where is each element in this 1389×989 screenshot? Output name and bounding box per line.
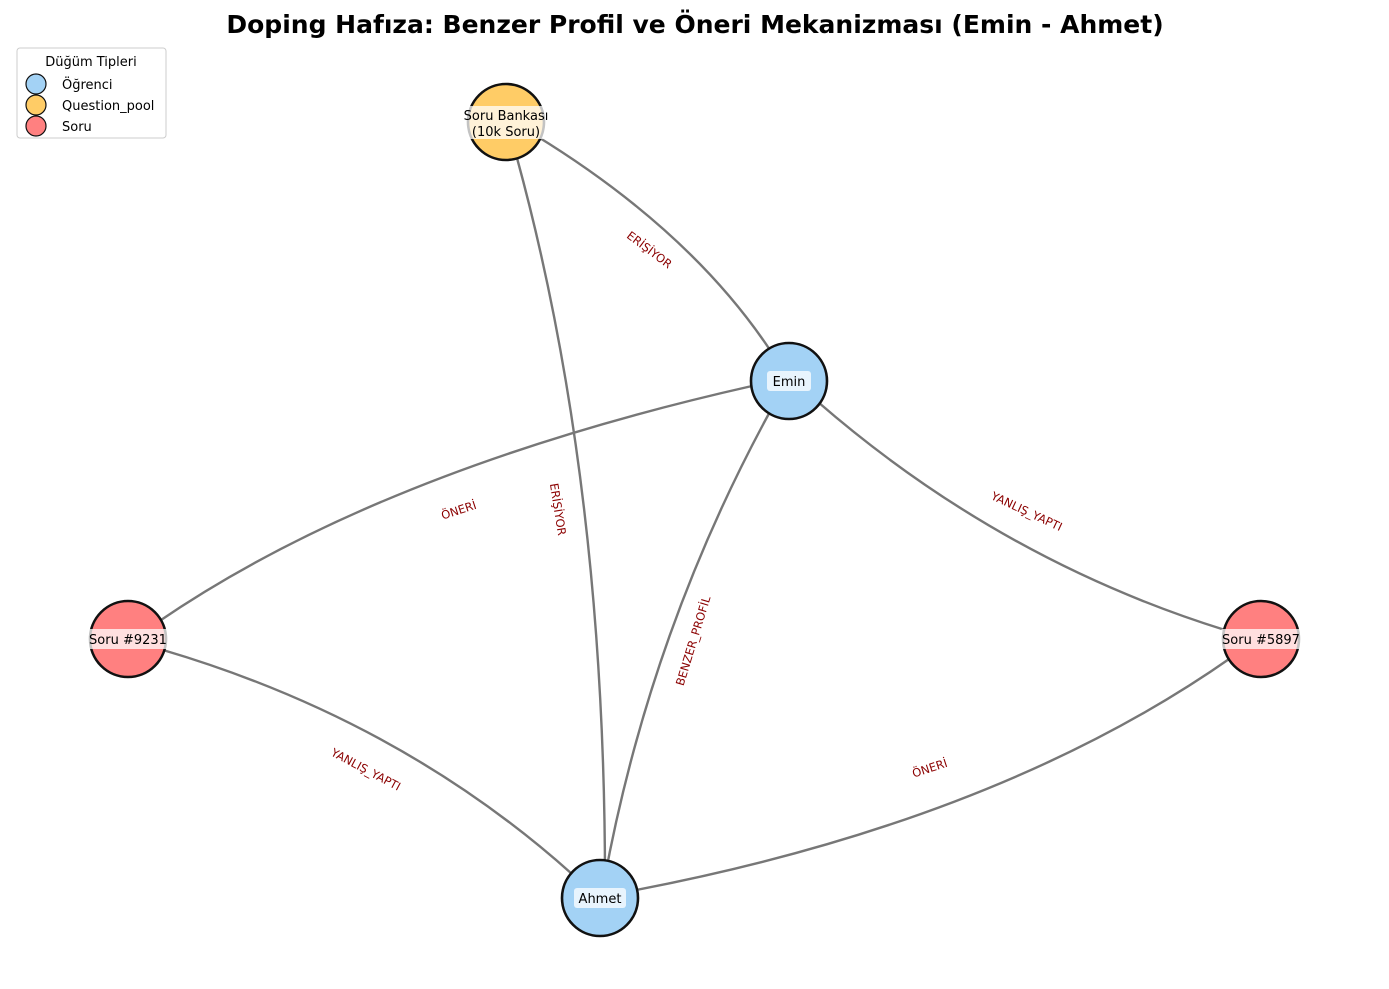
nodes-layer: Soru Bankası (10k Soru) Emin Ahmet Soru … (87, 82, 1302, 938)
edge-label-emin-q9231: ÖNERİ (439, 496, 478, 522)
edge-label-ahmet-q5897: ÖNERİ (910, 754, 949, 780)
node-ahmet[interactable]: Ahmet (560, 858, 640, 938)
node-label-pool-line1: Soru Bankası (464, 109, 549, 124)
node-soru-5897[interactable]: Soru #5897 (1220, 599, 1302, 679)
legend-marker-question (25, 115, 47, 137)
edge-emin-q9231 (157, 384, 753, 623)
edge-label-ahmet-pool: ERİŞİYOR (547, 482, 570, 536)
node-soru-bankasi[interactable]: Soru Bankası (10k Soru) (462, 82, 550, 162)
node-emin[interactable]: Emin (749, 341, 829, 421)
legend-label-student: Öğrenci (62, 76, 113, 93)
node-label-bg-emin (767, 371, 811, 391)
node-label-bg-q5897 (1220, 629, 1302, 649)
node-label-q9231: Soru #9231 (89, 633, 167, 648)
edge-emin-pool (534, 133, 771, 351)
edge-label-ahmet-q9231: YANLIŞ_YAPTI (328, 745, 403, 794)
edge-label-emin-q5897: YANLIŞ_YAPTI (988, 488, 1064, 534)
edge-ahmet-q9231 (162, 648, 573, 875)
node-label-ahmet: Ahmet (579, 892, 622, 907)
node-soru-9231[interactable]: Soru #9231 (87, 599, 169, 679)
legend-box (16, 47, 167, 139)
legend-marker-student (25, 73, 47, 95)
edge-labels-layer: ERİŞİYOR ERİŞİYOR BENZER_PROFİL ÖNERİ YA… (328, 228, 1065, 794)
legend-title: Düğüm Tipleri (45, 55, 137, 70)
node-label-bg-pool (462, 106, 550, 139)
legend-label-question: Soru (62, 120, 92, 135)
edges-layer (157, 133, 1233, 892)
edge-ahmet-q5897 (635, 656, 1233, 892)
node-label-bg-ahmet (574, 888, 626, 908)
node-label-bg-q9231 (87, 629, 169, 649)
node-label-emin: Emin (773, 375, 806, 390)
node-label-q5897: Soru #5897 (1222, 633, 1300, 648)
legend-label-pool: Question_pool (62, 99, 154, 114)
edge-label-emin-ahmet: BENZER_PROFİL (672, 593, 714, 687)
edge-emin-q5897 (817, 401, 1226, 632)
legend: Düğüm Tipleri Öğrenci Question_pool Soru (16, 47, 167, 139)
legend-marker-pool (25, 94, 47, 116)
edge-emin-ahmet (598, 407, 774, 884)
edge-ahmet-pool (515, 157, 614, 884)
diagram-title: Doping Hafıza: Benzer Profil ve Öneri Me… (226, 9, 1163, 39)
node-label-pool-line2: (10k Soru) (472, 125, 540, 140)
